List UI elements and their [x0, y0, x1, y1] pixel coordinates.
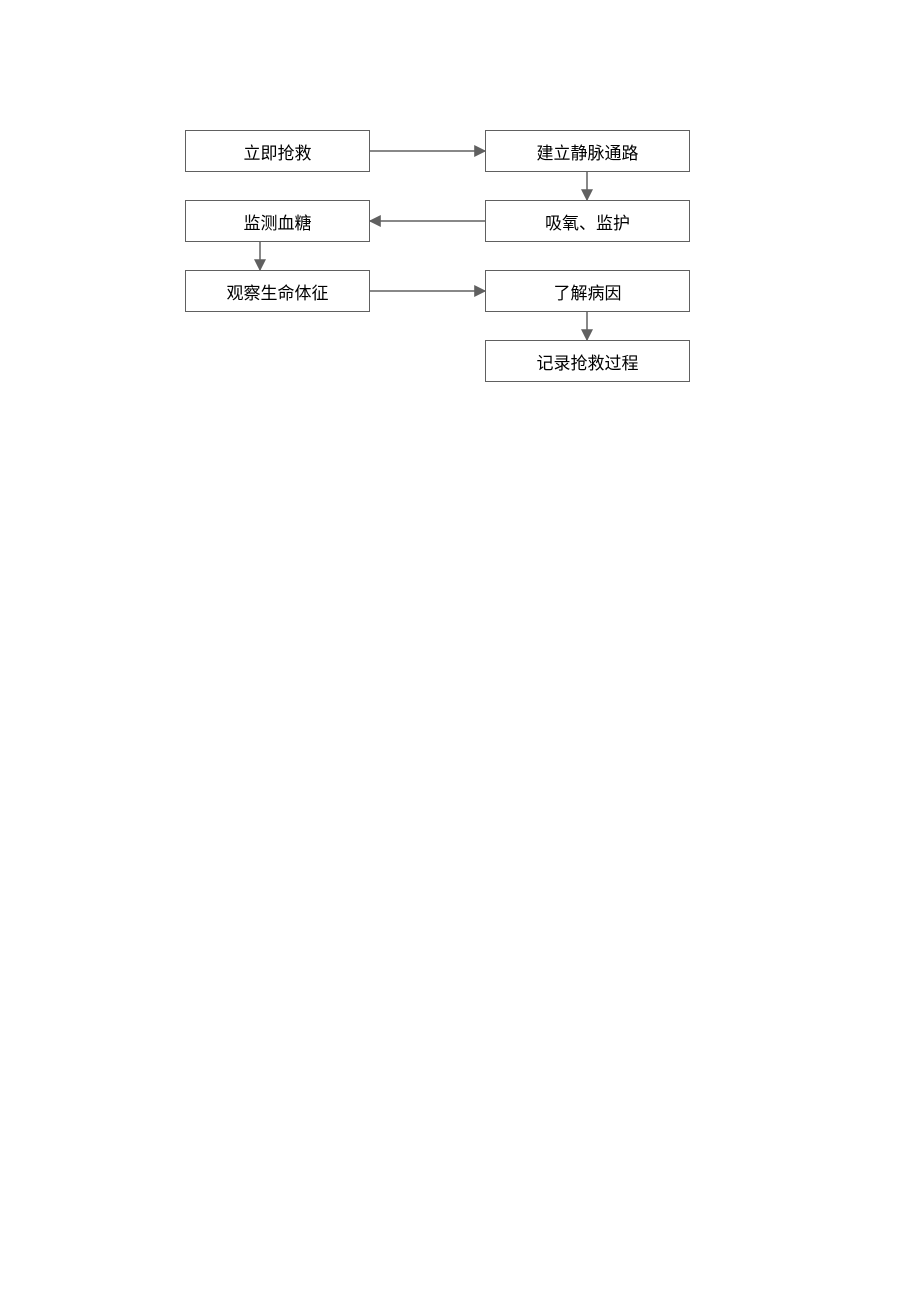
node-label: 立即抢救 — [244, 139, 312, 164]
node-label: 记录抢救过程 — [537, 349, 639, 374]
flowchart-node-n5: 观察生命体征 — [185, 270, 370, 312]
flowchart-node-n2: 建立静脉通路 — [485, 130, 690, 172]
node-label: 了解病因 — [554, 279, 622, 304]
flowchart-node-n4: 监测血糖 — [185, 200, 370, 242]
flowchart-node-n7: 记录抢救过程 — [485, 340, 690, 382]
flowchart-edges — [0, 0, 920, 1303]
node-label: 吸氧、监护 — [545, 209, 630, 234]
flowchart-container: 立即抢救 建立静脉通路吸氧、监护 监测血糖观察生命体征 了解病因记录抢救过程 — [0, 0, 920, 1303]
flowchart-node-n1: 立即抢救 — [185, 130, 370, 172]
node-label: 监测血糖 — [244, 209, 312, 234]
node-label: 观察生命体征 — [227, 279, 329, 304]
flowchart-node-n6: 了解病因 — [485, 270, 690, 312]
flowchart-node-n3: 吸氧、监护 — [485, 200, 690, 242]
node-label: 建立静脉通路 — [537, 139, 639, 164]
